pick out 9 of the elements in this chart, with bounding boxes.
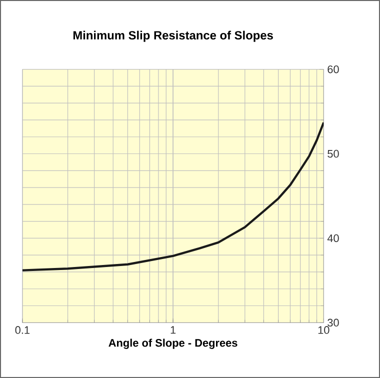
- x-tick-label: 0.1: [15, 326, 30, 334]
- x-tick-label: 10: [318, 326, 330, 334]
- y-tick-label: 50: [328, 150, 339, 158]
- x-tick-label: 1: [170, 326, 176, 334]
- chart-title: Minimum Slip Resistance of Slopes: [73, 30, 273, 42]
- y-tick-label: 40: [327, 234, 339, 242]
- y-tick-label: 60: [328, 65, 339, 74]
- x-axis-title: Angle of Slope - Degrees: [108, 338, 238, 349]
- y-tick-label: 30: [328, 318, 339, 327]
